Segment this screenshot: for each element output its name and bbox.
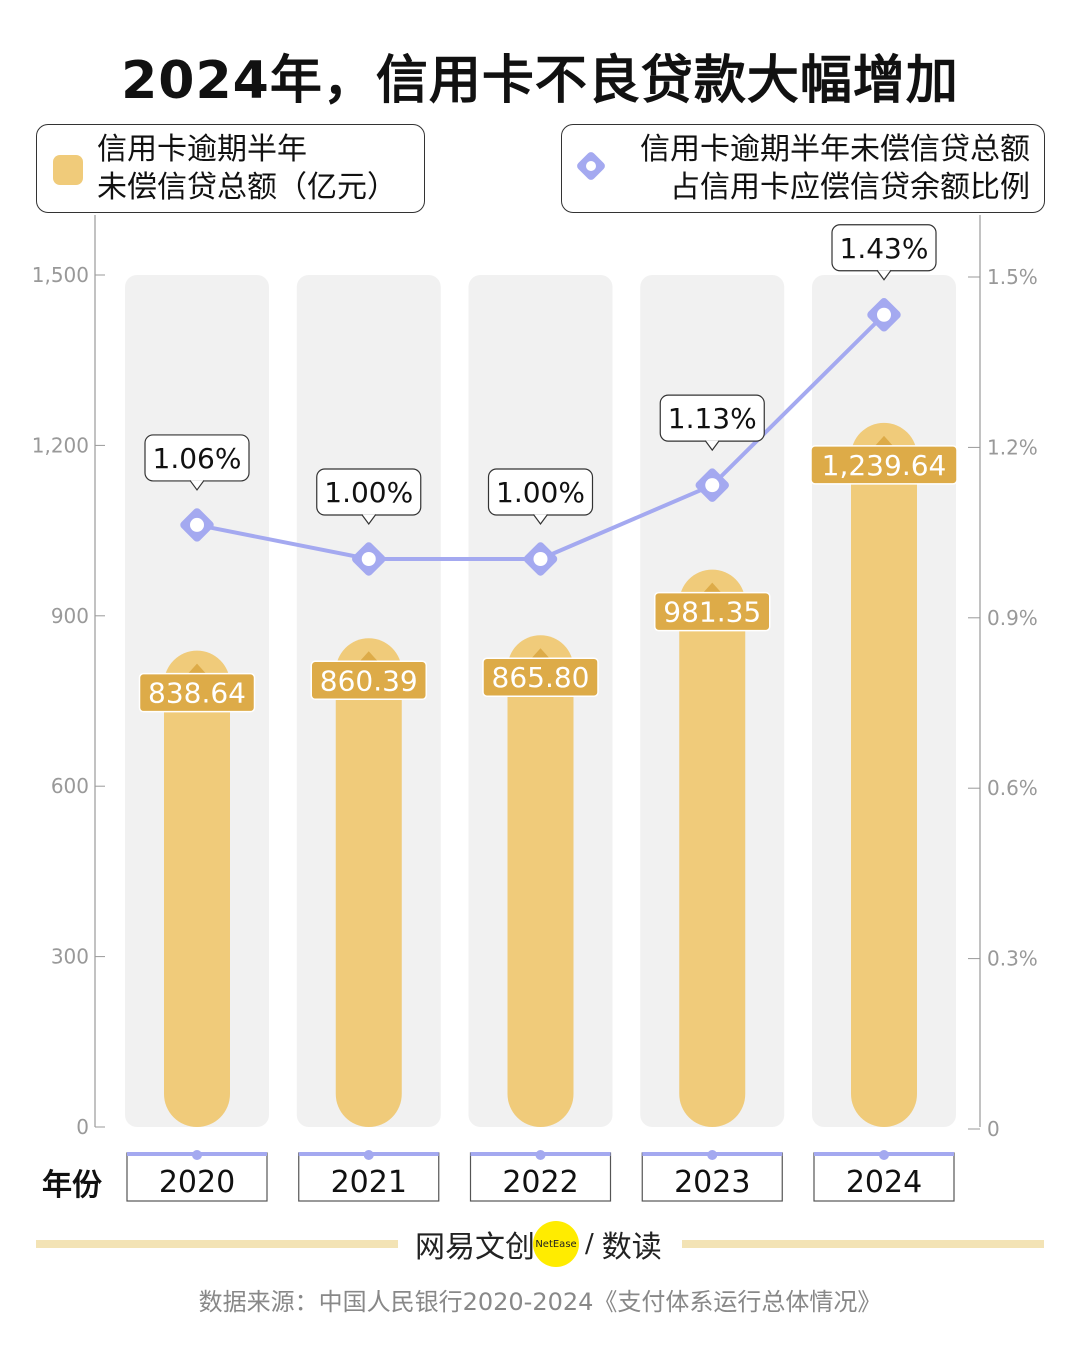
right-tick-label: 1.5% (987, 265, 1038, 289)
bar-label-pointer (359, 651, 378, 662)
x-tick-label: 2022 (502, 1165, 578, 1200)
ratio-point-center (190, 517, 204, 532)
bar-value-label: 981.35 (663, 596, 761, 629)
bar-2022 (507, 635, 574, 1127)
bar-label-box (138, 672, 256, 713)
bar-label-box (310, 660, 427, 701)
left-tick-label: 1,500 (32, 263, 89, 287)
legend-bar-label-2: 未偿信贷总额（亿元） (97, 170, 397, 205)
right-tick-label: 0.3% (987, 947, 1038, 971)
bar-label-box (810, 445, 958, 485)
bar-value-label: 838.64 (148, 677, 246, 710)
right-tick-label: 0.6% (987, 776, 1038, 800)
ratio-value-label: 1.00% (496, 476, 585, 509)
legend-bar-label-1: 信用卡逾期半年 (97, 132, 307, 167)
ratio-label-pointer (533, 514, 548, 526)
left-tick-label: 1,200 (32, 433, 89, 457)
legend-item-bar: 信用卡逾期半年 未偿信贷总额（亿元） (36, 124, 425, 213)
bar-label-pointer (703, 582, 722, 593)
bar-label-box (654, 591, 771, 632)
year-box-notch (363, 1150, 374, 1160)
x-axis-label: 年份 (42, 1168, 102, 1203)
year-box (813, 1152, 955, 1202)
chart-canvas: 0 300 600 900 1,200 1,500 0 0.3% 0.6% 0.9% 1.2% 1.5… (32, 215, 1038, 1202)
footer-divider-left (36, 1240, 398, 1248)
x-tick-label: 2024 (846, 1165, 922, 1200)
bar-label-pointer (875, 435, 893, 446)
year-box-notch (192, 1150, 202, 1160)
ratio-label-pointer (876, 269, 892, 281)
left-tick-label: 300 (51, 945, 89, 969)
netease-logo: 网易文创 NetEase / 数读 (415, 1221, 662, 1267)
legend-bar-swatch (53, 155, 83, 185)
chart-title: 2024年，信用卡不良贷款大幅增加 (121, 51, 959, 111)
ratio-label-pointer (361, 514, 377, 526)
year-box (298, 1152, 440, 1202)
logo-text: 网易文创 (415, 1230, 535, 1265)
year-box (126, 1152, 268, 1202)
data-source: 数据来源：中国人民银行2020-2024《支付体系运行总体情况》 (198, 1288, 882, 1316)
ratio-value-label: 1.43% (840, 232, 929, 265)
right-tick-label: 1.2% (987, 435, 1038, 459)
bar-value-label: 865.80 (492, 661, 590, 694)
bar-label-pointer (188, 663, 206, 674)
year-box-notch (535, 1150, 546, 1160)
ratio-value-label: 1.13% (668, 402, 757, 435)
bar-value-label: 860.39 (320, 664, 418, 697)
year-box-notch (707, 1150, 718, 1160)
legend-item-line: 信用卡逾期半年未偿信贷总额 占信用卡应偿信贷余额比例 (561, 124, 1045, 213)
left-tick-label: 900 (51, 604, 89, 628)
right-tick-label: 0 (987, 1117, 1000, 1141)
bar-2021 (335, 638, 402, 1127)
ratio-point-center (705, 478, 720, 493)
footer-divider-right (682, 1240, 1044, 1248)
bar-2024 (851, 422, 917, 1127)
ratio-point-center (533, 552, 548, 566)
right-tick-label: 0.9% (987, 606, 1038, 630)
left-tick-label: 600 (51, 774, 89, 798)
logo-separator: / (585, 1229, 594, 1259)
x-tick-label: 2023 (674, 1165, 750, 1200)
x-tick-label: 2020 (159, 1165, 235, 1200)
legend-line-label-1: 信用卡逾期半年未偿信贷总额 (640, 132, 1030, 167)
year-box-notch (879, 1150, 889, 1160)
ratio-value-label: 1.00% (324, 476, 413, 509)
x-tick-label: 2021 (331, 1165, 407, 1200)
logo-sub: 数读 (601, 1230, 662, 1265)
bar-label-box (482, 657, 599, 697)
ratio-label-pointer (704, 440, 720, 452)
year-box (641, 1152, 783, 1202)
bar-2020 (164, 650, 230, 1127)
logo-badge: NetEase (533, 1221, 579, 1267)
legend-line-label-2: 占信用卡应偿信贷余额比例 (670, 170, 1030, 205)
bar-value-label: 1,239.64 (822, 449, 947, 482)
bar-2023 (679, 569, 746, 1127)
left-tick-label: 0 (76, 1115, 89, 1139)
ratio-label-pointer (189, 480, 205, 491)
ratio-point-center (361, 552, 376, 566)
ratio-value-label: 1.06% (153, 442, 242, 475)
bar-label-pointer (531, 648, 550, 659)
ratio-point-center (877, 307, 891, 322)
year-box (469, 1152, 612, 1202)
